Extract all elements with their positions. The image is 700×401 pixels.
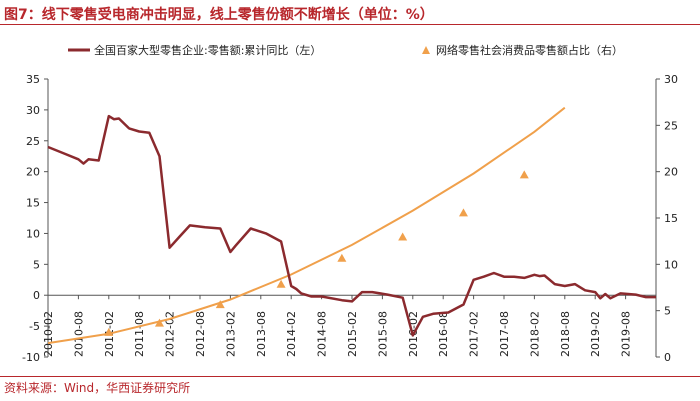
x-tick-label: 2010-08 xyxy=(72,311,85,357)
x-tick-label: 2011-08 xyxy=(133,311,146,357)
series-online-share-marker xyxy=(458,208,468,217)
legend-label-series1: 全国百家大型零售企业:零售额:累计同比（左） xyxy=(94,43,321,57)
y-left-tick-label: 0 xyxy=(33,289,40,302)
x-tick-label: 2015-08 xyxy=(376,311,389,357)
y-left-tick-label: 10 xyxy=(26,227,40,240)
y-left-tick-label: 15 xyxy=(26,197,40,210)
y-left-tick-label: 25 xyxy=(26,135,40,148)
series-online-share-marker xyxy=(104,327,114,336)
series-online-share-marker xyxy=(398,232,408,241)
axes: -10 -5 0 5 10 15 20 25 30 35 0 5 10 15 20 25 30 2010-02 20… xyxy=(22,73,678,364)
y-left-tick-label: 5 xyxy=(33,258,40,271)
y-left-tick-label: 20 xyxy=(26,166,40,179)
series-online-share-marker xyxy=(519,170,529,179)
series-online-share-marker xyxy=(215,300,225,309)
plot-area xyxy=(47,106,656,345)
series-online-share-marker xyxy=(337,253,347,262)
x-tick-label: 2012-08 xyxy=(194,311,207,357)
y-left-tick-label: 35 xyxy=(26,73,40,86)
y-left-tick-label: -5 xyxy=(29,320,40,333)
x-tick-label: 2010-02 xyxy=(42,311,55,357)
y-left-tick-label: 30 xyxy=(26,104,40,117)
title-rule xyxy=(0,24,700,25)
series-online-share-marker xyxy=(276,279,286,288)
x-tick-label: 2017-02 xyxy=(468,311,481,357)
x-tick-label: 2015-02 xyxy=(346,311,359,357)
source-note: 资料来源：Wind，华西证券研究所 xyxy=(4,381,191,395)
legend: 全国百家大型零售企业:零售额:累计同比（左） 网络零售社会消费品零售额占比（右） xyxy=(68,43,623,57)
x-tick-label: 2016-08 xyxy=(437,311,450,357)
y-right-tick-label: 0 xyxy=(664,351,671,364)
x-tick-label: 2013-08 xyxy=(255,311,268,357)
x-tick-label: 2019-08 xyxy=(620,311,633,357)
series-retail-growth-line xyxy=(47,114,656,337)
chart-svg: 全国百家大型零售企业:零售额:累计同比（左） 网络零售社会消费品零售额占比（右）… xyxy=(22,43,678,364)
y-right-tick-label: 30 xyxy=(664,73,678,86)
y-right-tick-label: 15 xyxy=(664,212,678,225)
legend-label-series2: 网络零售社会消费品零售额占比（右） xyxy=(436,43,623,57)
x-tick-label: 2014-02 xyxy=(285,311,298,357)
x-tick-label: 2012-02 xyxy=(164,311,177,357)
x-tick-label: 2017-08 xyxy=(498,311,511,357)
series-online-share-marker xyxy=(154,318,164,327)
y-right-tick-label: 25 xyxy=(664,119,678,132)
series-online-share-trendline xyxy=(47,106,566,345)
y-right-tick-label: 5 xyxy=(664,305,671,318)
y-right-tick-label: 10 xyxy=(664,258,678,271)
x-tick-label: 2018-02 xyxy=(528,311,541,357)
source-rule xyxy=(0,376,700,377)
y-right-tick-label: 20 xyxy=(664,166,678,179)
x-tick-label: 2014-08 xyxy=(316,311,329,357)
x-tick-label: 2019-02 xyxy=(589,311,602,357)
x-tick-label: 2018-08 xyxy=(559,311,572,357)
x-tick-label: 2013-02 xyxy=(224,311,237,357)
y-left-tick-label: -10 xyxy=(22,351,40,364)
chart-title: 图7：线下零售受电商冲击明显，线上零售份额不断增长（单位：%） xyxy=(4,7,434,23)
legend-swatch-series2 xyxy=(422,46,430,54)
